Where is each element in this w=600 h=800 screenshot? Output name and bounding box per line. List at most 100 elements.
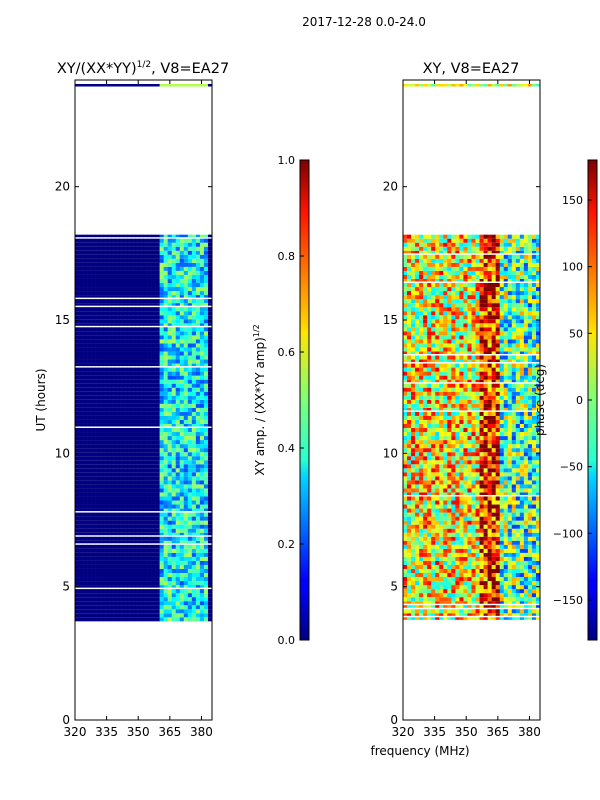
amplitude-heatmap-cell [91, 428, 96, 433]
amplitude-heatmap-cell [147, 609, 152, 614]
amplitude-heatmap-cell [167, 428, 173, 433]
amplitude-heatmap-cell [103, 448, 108, 453]
amplitude-heatmap-cell [75, 500, 80, 505]
amplitude-heatmap-cell [183, 460, 189, 465]
amplitude-heatmap-cell [167, 307, 173, 312]
amplitude-heatmap-cell [131, 278, 136, 283]
phase-heatmap-cell [491, 564, 496, 569]
amplitude-heatmap-cell [87, 311, 92, 316]
phase-heatmap-cell [447, 564, 452, 569]
phase-heatmap-cell [431, 423, 436, 428]
phase-heatmap-cell [423, 617, 428, 620]
amplitude-heatmap-cell [91, 568, 96, 573]
phase-heatmap-cell [419, 504, 424, 509]
amplitude-heatmap-cell [179, 609, 185, 614]
phase-heatmap-cell [527, 516, 533, 521]
amplitude-heatmap-cell [127, 395, 132, 400]
amplitude-heatmap-cell [195, 246, 201, 251]
phase-heatmap-cell [527, 472, 533, 477]
amplitude-heatmap-cell [167, 508, 173, 512]
phase-heatmap-cell [479, 500, 484, 505]
amplitude-heatmap-cell [107, 560, 112, 565]
amplitude-heatmap-cell [183, 492, 189, 497]
amplitude-heatmap-cell [119, 367, 124, 372]
amplitude-heatmap-cell [155, 460, 160, 465]
phase-heatmap-cell [431, 452, 436, 457]
amplitude-heatmap-cell [135, 242, 140, 247]
amplitude-heatmap-cell [203, 266, 209, 271]
amplitude-heatmap-cell [179, 387, 185, 392]
amplitude-heatmap-cell [91, 246, 96, 251]
phase-heatmap-cell [511, 573, 517, 578]
phase-heatmap-cell [519, 512, 525, 517]
amplitude-heatmap-cell [111, 266, 116, 271]
phase-heatmap-cell [407, 524, 412, 529]
phase-heatmap-cell [503, 581, 509, 586]
amplitude-heatmap-cell [155, 363, 160, 367]
amplitude-heatmap-cell [111, 375, 116, 380]
amplitude-heatmap-cell [75, 524, 80, 529]
phase-heatmap-cell [407, 480, 412, 485]
amplitude-heatmap-cell [87, 266, 92, 271]
amplitude-heatmap-cell [119, 415, 124, 420]
phase-heatmap-cell [423, 516, 428, 521]
amplitude-heatmap-cell [139, 605, 144, 610]
phase-heatmap-cell [467, 452, 472, 457]
phase-heatmap-cell [523, 609, 529, 614]
amplitude-heatmap-cell [143, 307, 148, 312]
amplitude-heatmap-cell [167, 597, 173, 602]
amplitude-heatmap-cell [115, 323, 120, 326]
amplitude-heatmap-cell [119, 532, 124, 536]
phase-heatmap-cell [411, 524, 416, 529]
amplitude-heatmap-cell [87, 274, 92, 279]
amplitude-heatmap-cell [95, 246, 100, 251]
amplitude-heatmap-cell [171, 577, 177, 582]
phase-heatmap-cell [415, 500, 420, 505]
amplitude-heatmap-cell [119, 291, 124, 296]
amplitude-heatmap-cell [87, 536, 92, 541]
amplitude-heatmap-cell [195, 524, 201, 529]
amplitude-heatmap-cell [83, 403, 88, 408]
amplitude-heatmap-cell [171, 593, 177, 598]
amplitude-heatmap-cell [183, 544, 189, 549]
amplitude-heatmap-cell [203, 415, 209, 420]
amplitude-heatmap-cell [99, 335, 104, 340]
amplitude-heatmap-cell [103, 258, 108, 263]
amplitude-heatmap-cell [99, 601, 104, 606]
amplitude-heatmap-cell [187, 613, 193, 618]
amplitude-colorbar-gradient [299, 159, 310, 641]
amplitude-heatmap-cell [143, 291, 148, 296]
amplitude-heatmap-cell [167, 484, 173, 489]
amplitude-heatmap-cell [87, 343, 92, 348]
phase-heatmap-cell [511, 484, 517, 489]
amplitude-heatmap-cell [147, 476, 152, 481]
phase-heatmap-cell [427, 480, 432, 485]
phase-heatmap-cell [455, 456, 460, 461]
amplitude-heatmap-cell [195, 423, 201, 427]
phase-heatmap-cell [535, 573, 541, 578]
phase-heatmap-cell [519, 548, 525, 553]
amplitude-heatmap-cell [131, 339, 136, 344]
amplitude-heatmap-cell [147, 355, 152, 360]
amplitude-heatmap-cell [115, 327, 120, 332]
phase-heatmap-cell [491, 601, 496, 604]
amplitude-heatmap-cell [75, 444, 80, 449]
phase-heatmap-cell [451, 436, 456, 441]
amplitude-heatmap-cell [111, 593, 116, 598]
amplitude-heatmap-cell [103, 589, 108, 594]
amplitude-heatmap-cell [171, 472, 177, 477]
amplitude-heatmap-cell [111, 440, 116, 445]
phase-heatmap-cell [531, 544, 537, 549]
amplitude-heatmap-cell [127, 270, 132, 275]
amplitude-heatmap-cell [151, 335, 156, 340]
amplitude-heatmap-cell [187, 250, 193, 255]
amplitude-heatmap-cell [163, 299, 168, 304]
amplitude-heatmap-cell [143, 399, 148, 404]
phase-heatmap-cell [427, 605, 432, 608]
amplitude-heatmap-cell [207, 564, 213, 569]
phase-heatmap-cell [411, 492, 416, 495]
phase-heatmap-cell [403, 492, 408, 495]
amplitude-heatmap-cell [91, 367, 96, 372]
amplitude-heatmap-cell [111, 367, 116, 372]
phase-heatmap-cell [439, 480, 444, 485]
